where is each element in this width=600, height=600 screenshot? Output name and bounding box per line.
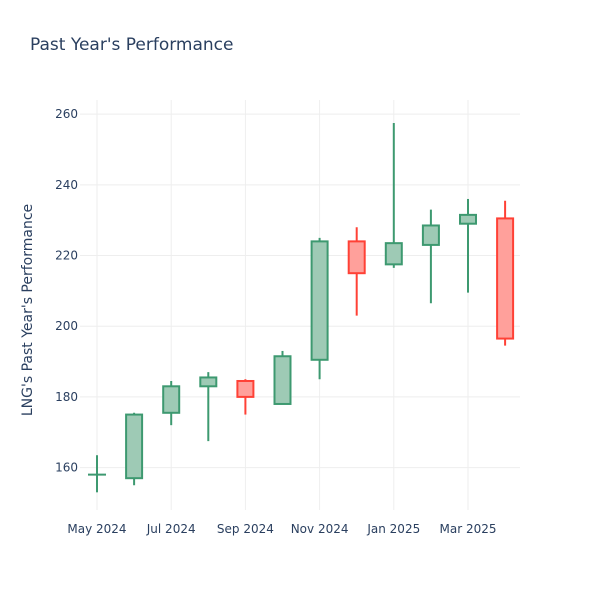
y-tick-label: 160 <box>55 461 78 475</box>
candle-body <box>199 376 218 388</box>
y-tick-label: 200 <box>55 319 78 333</box>
candle <box>199 372 218 442</box>
candle-layer <box>88 122 515 493</box>
candle <box>384 122 403 268</box>
candle <box>459 198 477 293</box>
candle-body <box>459 213 477 225</box>
grid-layer <box>80 100 520 510</box>
candle-body <box>347 240 366 275</box>
y-tick-label: 240 <box>55 178 78 192</box>
x-tick-label: May 2024 <box>67 522 126 536</box>
x-tick-label: Sep 2024 <box>217 522 274 536</box>
x-tick-label: Jul 2024 <box>146 522 196 536</box>
candle <box>162 380 181 426</box>
candle-body <box>125 413 144 480</box>
candle <box>496 200 515 346</box>
y-tick-label: 220 <box>55 249 78 263</box>
x-tick-label: Mar 2025 <box>440 522 497 536</box>
candle-body <box>236 379 255 398</box>
candle-body <box>421 224 440 246</box>
candle <box>236 379 255 415</box>
candle-body <box>384 242 403 266</box>
chart-title: Past Year's Performance <box>30 35 234 55</box>
tick-layer: 160 180 200 220 240 260 May 2024 Jul 2024 Sep 20… <box>55 107 496 536</box>
x-tick-label: Nov 2024 <box>291 522 349 536</box>
y-tick-label: 180 <box>55 390 78 404</box>
y-axis-title: LNG's Past Year's Performance <box>20 204 36 416</box>
x-tick-label: Jan 2025 <box>366 522 420 536</box>
candle <box>125 412 144 486</box>
candle <box>273 350 292 405</box>
candle-body <box>162 385 181 414</box>
candle-body <box>310 240 329 361</box>
candle-body <box>273 355 292 405</box>
candle <box>421 209 440 304</box>
candle <box>347 227 366 316</box>
candle-body <box>496 217 515 340</box>
candle <box>310 237 329 380</box>
candle <box>88 455 106 493</box>
y-tick-label: 260 <box>55 107 78 121</box>
